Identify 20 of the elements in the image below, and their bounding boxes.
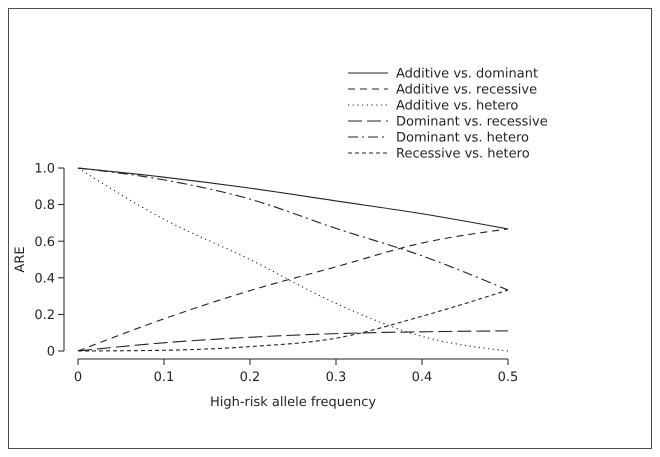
y-tick-label: 0.8	[34, 198, 55, 214]
legend-label: Dominant vs. recessive	[396, 114, 548, 130]
x-axis-title: High-risk allele frequency	[210, 395, 376, 410]
x-tick-label: 0.2	[240, 370, 260, 385]
x-tick-label: 0.1	[154, 370, 174, 385]
y-tick-label: 0.6	[34, 234, 55, 250]
legend-label: Recessive vs. hetero	[396, 146, 530, 162]
x-tick-label: 0	[74, 370, 82, 385]
y-tick-label: 1.0	[34, 162, 55, 177]
legend-label: Additive vs. hetero	[396, 98, 518, 114]
legend-label: Additive vs. dominant	[396, 66, 538, 82]
x-tick-label: 0.5	[498, 370, 518, 385]
legend-label: Dominant vs. hetero	[396, 130, 530, 146]
legend-label: Additive vs. recessive	[396, 82, 538, 98]
y-axis-title: ARE	[13, 246, 28, 273]
x-tick-label: 0.4	[412, 370, 432, 385]
y-tick-label: 0.4	[34, 271, 55, 286]
y-tick-label: 0.2	[34, 308, 55, 323]
x-tick-label: 0.3	[326, 370, 346, 385]
y-tick-label: 0	[46, 344, 55, 360]
